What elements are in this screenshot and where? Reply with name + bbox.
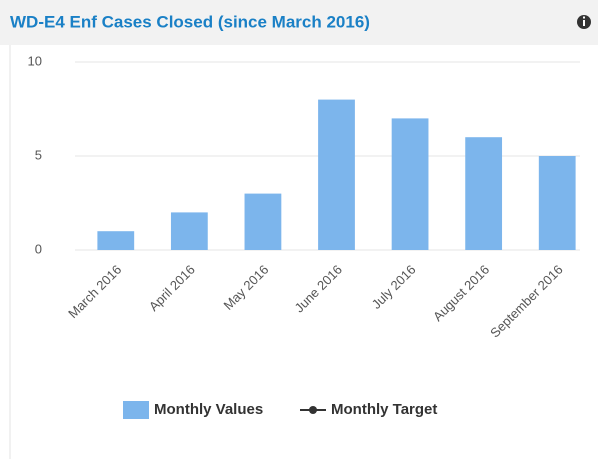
y-tick-label: 5 <box>35 147 42 162</box>
header-bar <box>0 0 598 45</box>
x-tick-label: May 2016 <box>221 262 272 313</box>
x-tick-label: August 2016 <box>430 262 492 324</box>
bar <box>97 231 135 250</box>
x-tick-label: July 2016 <box>369 262 419 312</box>
bar <box>538 156 576 250</box>
legend-marker <box>309 406 317 414</box>
bar <box>244 193 282 250</box>
x-tick-label: June 2016 <box>291 262 345 316</box>
x-tick-label: September 2016 <box>487 262 566 341</box>
chart-title: WD-E4 Enf Cases Closed (since March 2016… <box>10 12 370 31</box>
info-icon[interactable] <box>577 15 591 29</box>
legend-label: Monthly Target <box>331 401 437 418</box>
y-tick-label: 10 <box>28 53 42 68</box>
legend-label: Monthly Values <box>154 401 263 418</box>
x-tick-label: March 2016 <box>65 262 124 321</box>
bar <box>391 118 429 251</box>
y-tick-label: 0 <box>35 241 42 256</box>
bar <box>465 137 503 250</box>
legend-swatch <box>123 401 149 419</box>
bar <box>170 212 208 250</box>
x-tick-label: April 2016 <box>146 262 198 314</box>
bar <box>318 99 355 250</box>
